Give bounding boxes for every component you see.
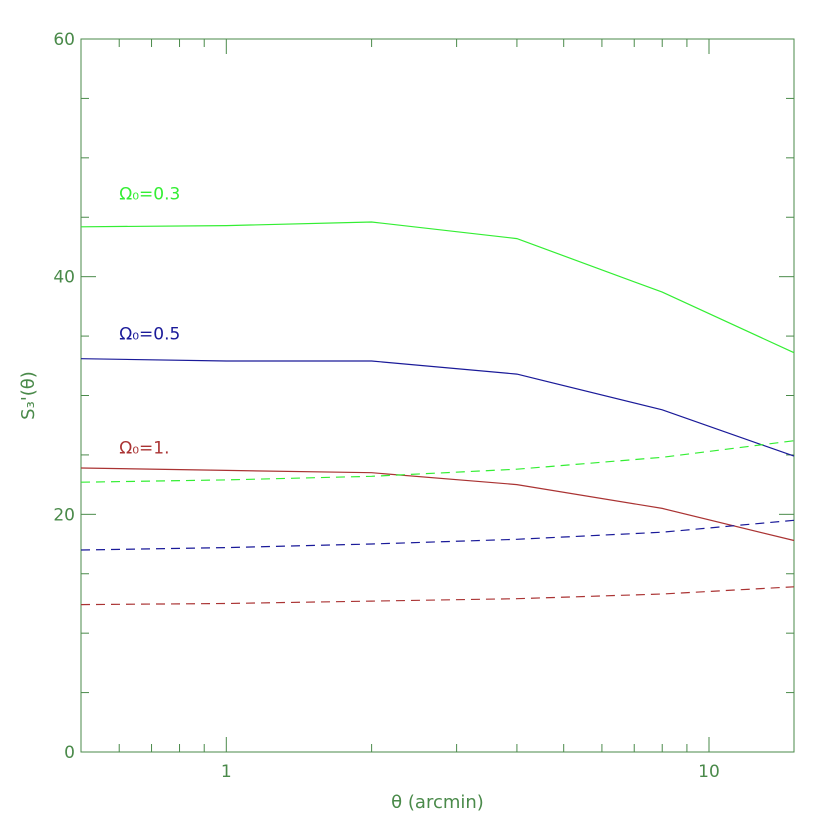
series-line-dashed-3	[80, 440, 795, 483]
y-tick-label: 0	[64, 743, 75, 763]
series-line-solid-2	[80, 467, 795, 542]
x-tick-label: 10	[698, 762, 720, 782]
y-tick-label: 40	[53, 268, 75, 288]
plot-frame	[80, 38, 795, 753]
series-line-dashed-4	[80, 519, 795, 551]
series-annotation-1: Ω₀=0.5	[119, 325, 180, 345]
x-axis-label: θ (arcmin)	[391, 792, 484, 813]
series-line-solid-0	[80, 221, 795, 354]
y-tick-label: 60	[53, 30, 75, 50]
series-line-dashed-5	[80, 586, 795, 606]
x-tick-label: 1	[221, 762, 232, 782]
series-line-solid-1	[80, 358, 795, 457]
y-axis-label: S₃'(θ)	[18, 371, 39, 420]
series-annotation-2: Ω₀=1.	[119, 439, 169, 459]
series-annotation-0: Ω₀=0.3	[119, 184, 180, 204]
y-tick-label: 20	[53, 505, 75, 525]
